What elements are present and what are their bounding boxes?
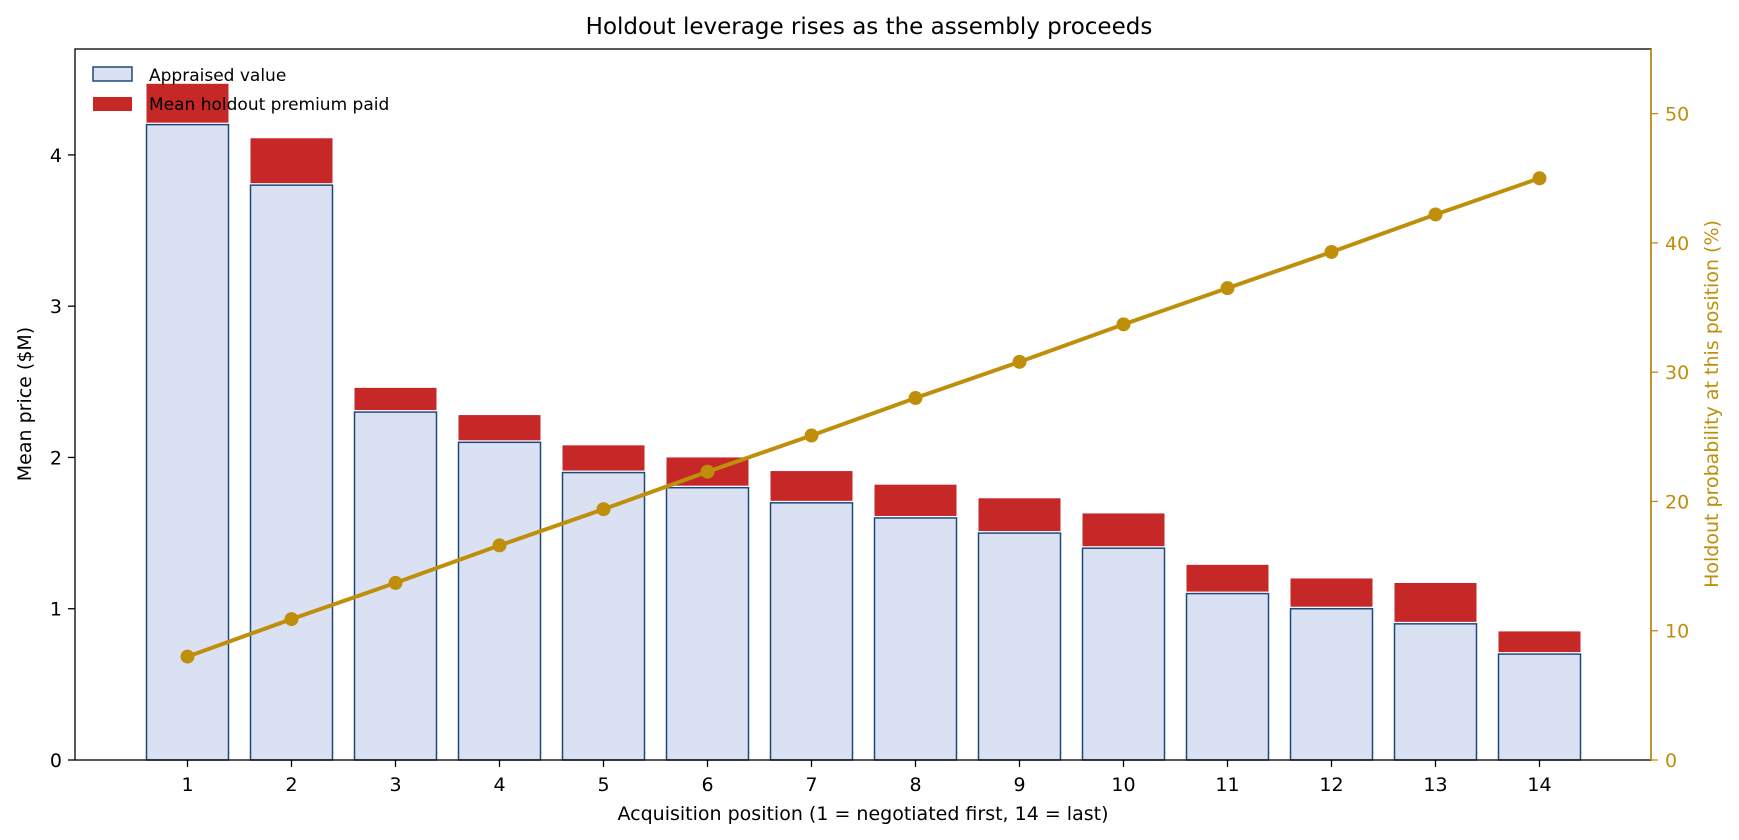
y-tick-label: 3 <box>50 296 62 318</box>
y-tick-label: 4 <box>50 145 62 167</box>
probability-point <box>908 391 923 406</box>
x-tick-label: 12 <box>1319 774 1343 796</box>
appraised-bar <box>665 486 750 761</box>
appraised-bar <box>1185 592 1270 761</box>
appraised-bar <box>1081 547 1166 761</box>
x-tick-label: 4 <box>493 774 505 796</box>
probability-point <box>700 464 715 479</box>
y2-tick-label: 0 <box>1665 750 1677 772</box>
x-tick-label: 11 <box>1215 774 1239 796</box>
y-axis-title: Mean price ($M) <box>14 327 36 481</box>
probability-point <box>492 538 507 553</box>
x-tick-label: 14 <box>1527 774 1551 796</box>
probability-point <box>1220 281 1235 296</box>
legend-label-appraised: Appraised value <box>149 66 286 86</box>
appraised-bar <box>561 471 646 761</box>
probability-point <box>1532 171 1547 186</box>
x-tick-label: 2 <box>285 774 297 796</box>
y-tick-label: 2 <box>50 447 62 469</box>
appraised-bar <box>249 184 334 761</box>
x-tick-label: 7 <box>805 774 817 796</box>
premium-bar <box>562 445 645 471</box>
probability-point <box>180 649 195 664</box>
chart-title: Holdout leverage rises as the assembly p… <box>586 14 1153 40</box>
premium-bar <box>874 484 957 516</box>
premium-bar <box>1394 583 1477 622</box>
appraised-bar <box>873 517 958 761</box>
x-axis-title: Acquisition position (1 = negotiated fir… <box>618 803 1109 825</box>
premium-bar <box>1498 631 1581 653</box>
probability-point <box>804 428 819 443</box>
x-tick-label: 3 <box>389 774 401 796</box>
x-tick-label: 1 <box>181 774 193 796</box>
premium-bar <box>770 471 853 501</box>
y2-tick-label: 50 <box>1665 104 1689 126</box>
y2-tick-label: 30 <box>1665 362 1689 384</box>
premium-bar <box>250 138 333 184</box>
appraised-bar <box>977 532 1062 761</box>
appraised-bar <box>1497 653 1582 761</box>
premium-bar <box>146 83 229 123</box>
appraised-bar <box>1289 607 1374 761</box>
probability-point <box>388 575 403 590</box>
x-tick-label: 9 <box>1013 774 1025 796</box>
premium-bar <box>1186 564 1269 592</box>
probability-point <box>284 612 299 627</box>
bar-group <box>145 83 1582 761</box>
premium-bar <box>978 498 1061 532</box>
premium-bar <box>1082 513 1165 547</box>
legend: Appraised value Mean holdout premium pai… <box>92 66 389 115</box>
appraised-bar <box>1393 623 1478 761</box>
probability-point <box>1012 354 1027 369</box>
probability-point <box>1428 207 1443 222</box>
appraised-bar <box>145 123 230 761</box>
y-tick-label: 1 <box>50 599 62 621</box>
y-tick-label: 0 <box>50 750 62 772</box>
probability-line <box>186 176 1541 659</box>
x-tick-label: 8 <box>909 774 921 796</box>
premium-bar <box>354 387 437 411</box>
y2-axis-title: Holdout probability at this position (%) <box>1701 220 1723 588</box>
y-axis-left: 0 1 2 3 4 <box>50 145 75 772</box>
probability-point <box>1324 244 1339 259</box>
appraised-bar <box>457 441 542 761</box>
x-tick-label: 13 <box>1423 774 1447 796</box>
probability-point <box>1116 317 1131 332</box>
legend-label-premium: Mean holdout premium paid <box>149 95 389 115</box>
y2-tick-label: 10 <box>1665 621 1689 643</box>
y2-tick-label: 40 <box>1665 233 1689 255</box>
probability-point <box>596 502 611 517</box>
y2-tick-label: 20 <box>1665 491 1689 513</box>
y-axis-right: 0 10 20 30 40 50 <box>1650 49 1689 772</box>
x-tick-label: 6 <box>701 774 713 796</box>
premium-bar <box>1290 578 1373 607</box>
premium-bar <box>458 415 541 441</box>
probability-line-group <box>180 171 1547 664</box>
legend-swatch-appraised <box>92 66 133 82</box>
appraised-bar <box>769 502 854 761</box>
legend-swatch-premium <box>93 97 132 111</box>
x-axis: 1 2 3 4 5 6 7 8 9 10 11 12 13 14 <box>181 760 1552 796</box>
x-tick-label: 10 <box>1111 774 1135 796</box>
x-tick-label: 5 <box>597 774 609 796</box>
